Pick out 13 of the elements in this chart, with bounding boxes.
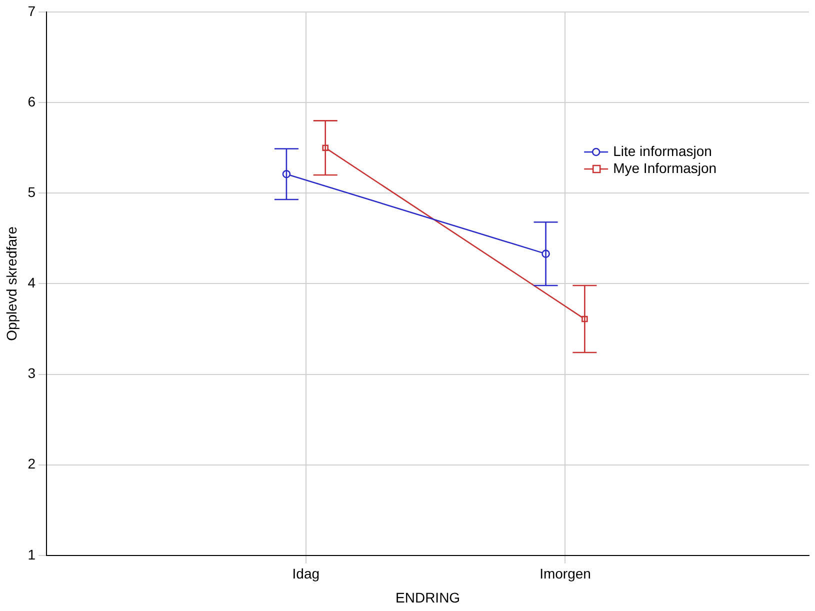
y-axis-title: Opplevd skredfare — [3, 226, 20, 341]
y-tick-label: 6 — [28, 93, 36, 110]
legend-label: Lite informasjon — [613, 142, 712, 159]
x-tick-label: Idag — [292, 566, 320, 582]
y-tick-label: 1 — [28, 546, 36, 562]
x-tick-label: Imorgen — [540, 566, 591, 582]
y-tick-label: 4 — [28, 274, 36, 291]
y-tick-label: 7 — [28, 2, 36, 19]
x-axis-title: ENDRING — [396, 589, 460, 606]
legend-label: Mye Informasjon — [613, 160, 717, 176]
y-tick-label: 2 — [28, 456, 36, 472]
y-tick-label: 3 — [28, 365, 36, 382]
y-tick-label: 5 — [28, 184, 36, 200]
